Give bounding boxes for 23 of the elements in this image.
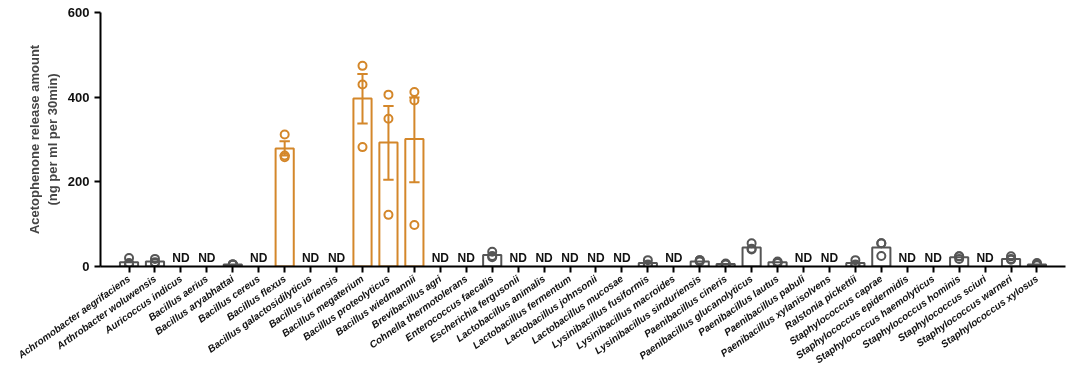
- text: ND: [613, 250, 631, 265]
- text: ND: [250, 250, 268, 265]
- text: ND: [457, 250, 475, 265]
- y-axis-title: Acetophenone release amount (ng per ml per 30min): [26, 44, 60, 235]
- text: ND: [976, 250, 994, 265]
- y-tick-label: 400: [67, 89, 90, 105]
- text: ND: [198, 250, 216, 265]
- text: ND: [327, 250, 346, 265]
- text: ND: [509, 250, 527, 265]
- text: ND: [898, 250, 916, 265]
- text: ND: [794, 250, 813, 265]
- text: ND: [924, 250, 942, 265]
- y-tick-label: 600: [67, 5, 90, 20]
- text: ND: [431, 250, 449, 265]
- text: ND: [535, 250, 553, 265]
- text: ND: [587, 250, 605, 265]
- y-tick-label: 200: [67, 174, 90, 190]
- y-tick-label: 0: [82, 259, 90, 274]
- text: ND: [561, 250, 579, 265]
- text: ND: [665, 250, 683, 265]
- text: ND: [820, 250, 839, 265]
- text: ND: [301, 250, 320, 265]
- text: ND: [172, 250, 190, 265]
